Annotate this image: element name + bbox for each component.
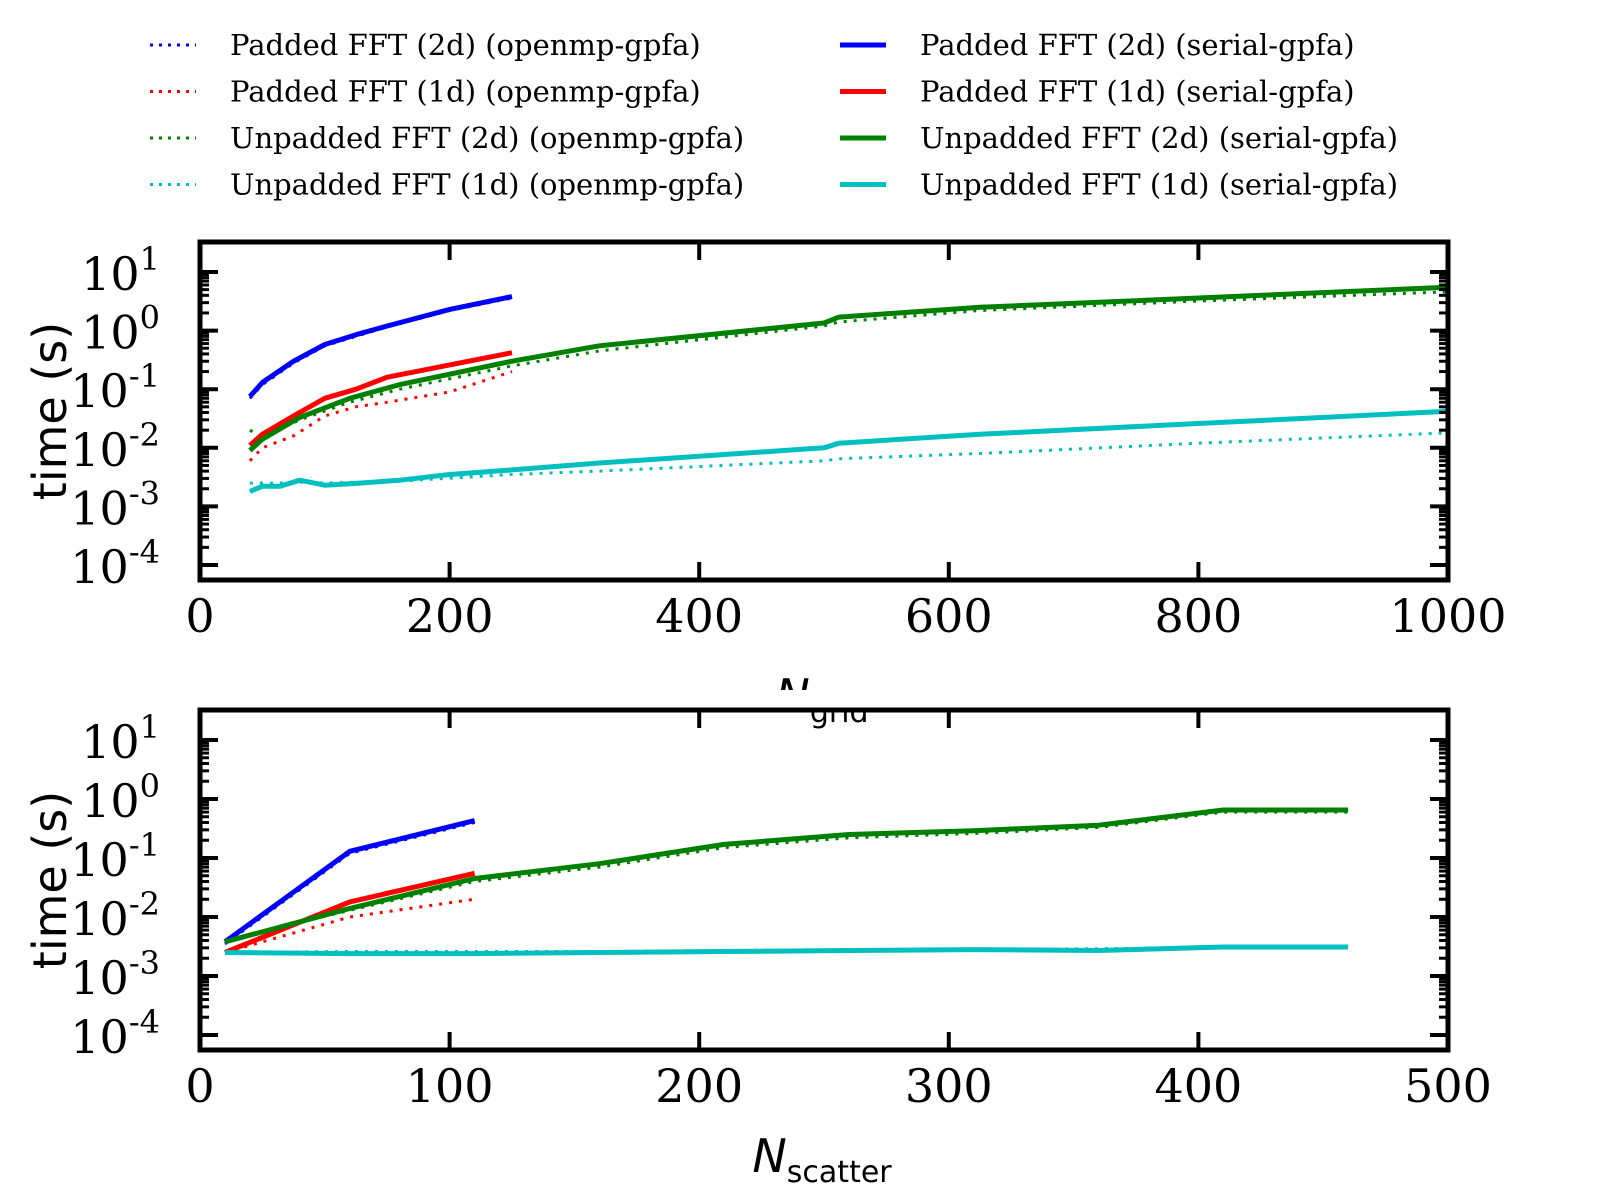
y-tick-label: 10-4 (70, 533, 160, 594)
y-tick-label: 10-2 (70, 416, 160, 477)
x-tick-label: 200 (406, 589, 494, 643)
plot-frame (197, 239, 1451, 583)
series-line-unpadded-fft-2d-serial-gpfa (224, 807, 1349, 945)
y-tick-label: 10-3 (70, 944, 160, 1005)
x-tick-label: 0 (185, 589, 214, 643)
series-line-unpadded-fft-2d-openmp-gpfa (224, 810, 1349, 942)
x-tick-label: 600 (905, 589, 993, 643)
y-tick-label: 10-1 (70, 357, 160, 418)
series-line-padded-fft-2d-serial-gpfa (223, 818, 476, 944)
legend-label: Padded FFT (1d) (serial-gpfa) (920, 75, 1355, 109)
bottom-plot: 0 100 200 300 400 50010110010-110-210-310-4ti… (23, 707, 1492, 1190)
series-group (248, 284, 1448, 494)
series-line-unpadded-fft-1d-serial-gpfa (224, 944, 1349, 957)
legend-entry-unpadded-fft-1d-serial-gpfa: Unpadded FFT (1d) (serial-gpfa) (840, 168, 1398, 202)
legend-entry-padded-fft-2d-serial-gpfa: Padded FFT (2d) (serial-gpfa) (840, 28, 1355, 62)
legend-entry-unpadded-fft-1d-openmp-gpfa: Unpadded FFT (1d) (openmp-gpfa) (150, 168, 744, 202)
series-line-padded-fft-1d-serial-gpfa (248, 350, 513, 448)
x-axis-label: Nscatter (752, 1129, 892, 1190)
legend-label: Unpadded FFT (1d) (serial-gpfa) (920, 168, 1398, 202)
series-line-padded-fft-1d-serial-gpfa (224, 870, 476, 955)
x-tick-label: 0 (185, 1059, 214, 1113)
y-tick-label: 100 (81, 767, 160, 828)
x-tick-label: 400 (1154, 1059, 1242, 1113)
y-tick-label: 101 (81, 240, 160, 301)
y-tick-label: 10-1 (70, 826, 160, 887)
y-axis-label: time (s) (23, 791, 77, 969)
label-occluder (700, 690, 960, 708)
x-tick-label: 100 (406, 1059, 494, 1113)
series-group (223, 807, 1349, 957)
x-tick-label: 400 (655, 589, 743, 643)
legend: Padded FFT (2d) (openmp-gpfa) Padded FFT … (150, 28, 1398, 202)
series-line-unpadded-fft-2d-serial-gpfa (248, 284, 1448, 453)
x-tick-label: 500 (1404, 1059, 1492, 1113)
legend-entry-padded-fft-1d-serial-gpfa: Padded FFT (1d) (serial-gpfa) (840, 75, 1355, 109)
y-tick-label: 10-3 (70, 474, 160, 535)
x-tick-label: 800 (1154, 589, 1242, 643)
legend-entry-padded-fft-2d-openmp-gpfa: Padded FFT (2d) (openmp-gpfa) (150, 28, 701, 62)
y-tick-label: 10-2 (70, 885, 160, 946)
series-line-padded-fft-2d-serial-gpfa (248, 294, 513, 399)
y-tick-label: 10-4 (70, 1003, 160, 1064)
x-tick-label: 200 (655, 1059, 743, 1113)
legend-label: Padded FFT (2d) (serial-gpfa) (920, 28, 1355, 62)
plot-frame (197, 707, 1451, 1053)
x-tick-label: 1000 (1389, 589, 1506, 643)
legend-label: Padded FFT (1d) (openmp-gpfa) (230, 75, 701, 109)
legend-entry-padded-fft-1d-openmp-gpfa: Padded FFT (1d) (openmp-gpfa) (150, 75, 701, 109)
legend-label: Unpadded FFT (2d) (serial-gpfa) (920, 121, 1398, 155)
legend-entry-unpadded-fft-2d-openmp-gpfa: Unpadded FFT (2d) (openmp-gpfa) (150, 121, 744, 155)
y-axis-label: time (s) (23, 322, 77, 500)
legend-entry-unpadded-fft-2d-serial-gpfa: Unpadded FFT (2d) (serial-gpfa) (840, 121, 1398, 155)
x-tick-label: 300 (905, 1059, 993, 1113)
y-tick-label: 101 (81, 708, 160, 769)
legend-label: Padded FFT (2d) (openmp-gpfa) (230, 28, 701, 62)
legend-label: Unpadded FFT (2d) (openmp-gpfa) (230, 121, 744, 155)
y-tick-label: 100 (81, 299, 160, 360)
series-line-unpadded-fft-1d-serial-gpfa (248, 408, 1448, 494)
legend-label: Unpadded FFT (1d) (openmp-gpfa) (230, 168, 744, 202)
